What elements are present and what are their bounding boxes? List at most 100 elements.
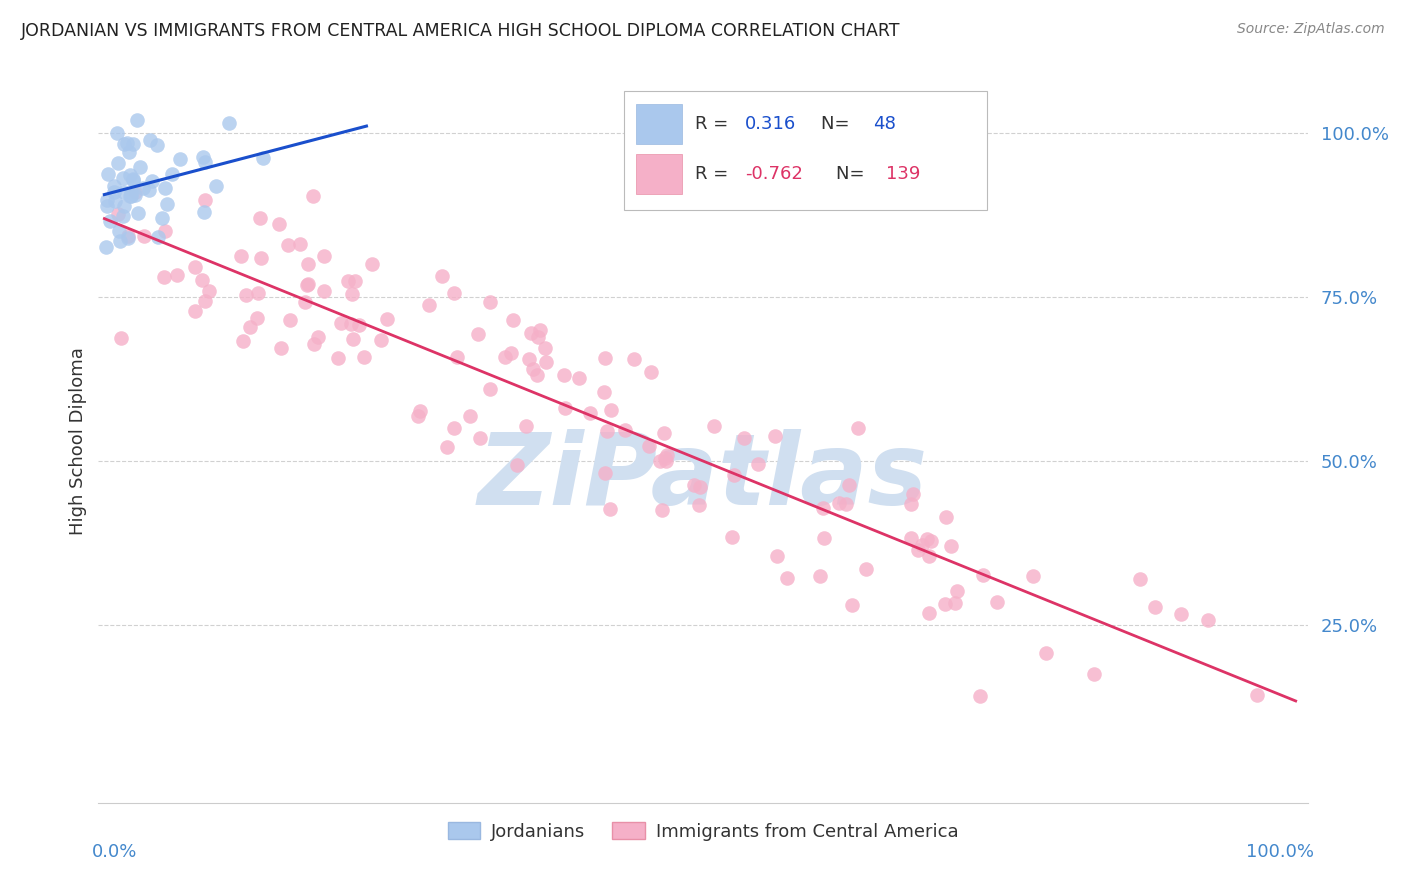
Point [766,549,789,564]
Point [494,350,516,364]
Point [911,538,934,552]
Point [520,326,543,340]
Point [361,257,384,271]
Point [146,138,169,153]
Point [112,171,135,186]
Point [1083,667,1105,681]
Point [1143,599,1166,614]
Point [733,431,755,445]
Point [568,371,591,385]
Point [763,428,786,442]
Point [703,419,725,434]
Point [939,539,962,553]
Point [655,448,678,462]
Text: 100.0%: 100.0% [1246,843,1313,861]
Point [124,188,146,202]
Point [117,231,139,245]
Point [156,197,179,211]
Point [458,409,481,423]
Point [651,503,673,517]
Text: 139: 139 [886,165,920,183]
Point [337,274,360,288]
Point [775,571,797,585]
Point [340,317,363,331]
Point [103,179,125,194]
Point [900,497,922,511]
Point [125,112,148,127]
Point [249,211,271,225]
Point [194,293,217,308]
Point [522,362,544,376]
Point [184,260,207,275]
Point [903,487,925,501]
Point [232,334,254,349]
Point [194,193,217,207]
Point [921,534,943,549]
Point [599,403,621,417]
Point [218,116,240,130]
Point [1170,607,1192,621]
Point [969,689,991,703]
Point [294,294,316,309]
Y-axis label: High School Diploma: High School Diploma [69,348,87,535]
Point [238,320,260,334]
Bar [637,103,682,144]
Point [614,423,637,437]
Point [340,287,363,301]
Point [418,298,440,312]
Point [198,285,221,299]
Point [235,287,257,301]
Point [502,312,524,326]
Point [638,438,661,452]
Point [288,236,311,251]
Point [828,496,851,510]
Text: -0.762: -0.762 [745,165,803,183]
FancyBboxPatch shape [624,91,987,211]
Point [278,313,301,327]
Point [640,365,662,379]
Point [467,326,489,341]
Point [432,269,454,284]
Point [252,151,274,165]
Point [138,184,160,198]
Point [918,606,941,620]
Point [342,332,364,346]
Point [118,145,141,160]
Point [652,425,675,440]
Point [375,311,398,326]
Point [107,126,129,140]
Point [446,350,468,364]
Point [1022,569,1045,583]
Point [314,249,336,263]
Point [302,336,325,351]
Point [122,172,145,186]
Point [205,179,228,194]
Point [529,323,551,337]
Point [946,584,969,599]
Point [654,451,676,466]
Text: R =: R = [695,165,734,183]
Text: R =: R = [695,115,734,133]
Point [120,188,142,202]
Point [443,286,465,301]
Text: N=: N= [821,115,856,133]
Bar [637,154,682,194]
Point [499,346,522,360]
Point [97,167,120,181]
Point [1129,572,1152,586]
Point [302,189,325,203]
Point [934,597,956,611]
Text: 0.0%: 0.0% [93,843,138,861]
Point [918,549,941,564]
Point [96,199,118,213]
Point [246,311,269,326]
Point [131,181,153,195]
Point [370,333,392,347]
Point [112,199,135,213]
Point [108,234,131,248]
Point [534,354,557,368]
Point [330,317,353,331]
Point [94,240,117,254]
Point [169,152,191,166]
Point [118,189,141,203]
